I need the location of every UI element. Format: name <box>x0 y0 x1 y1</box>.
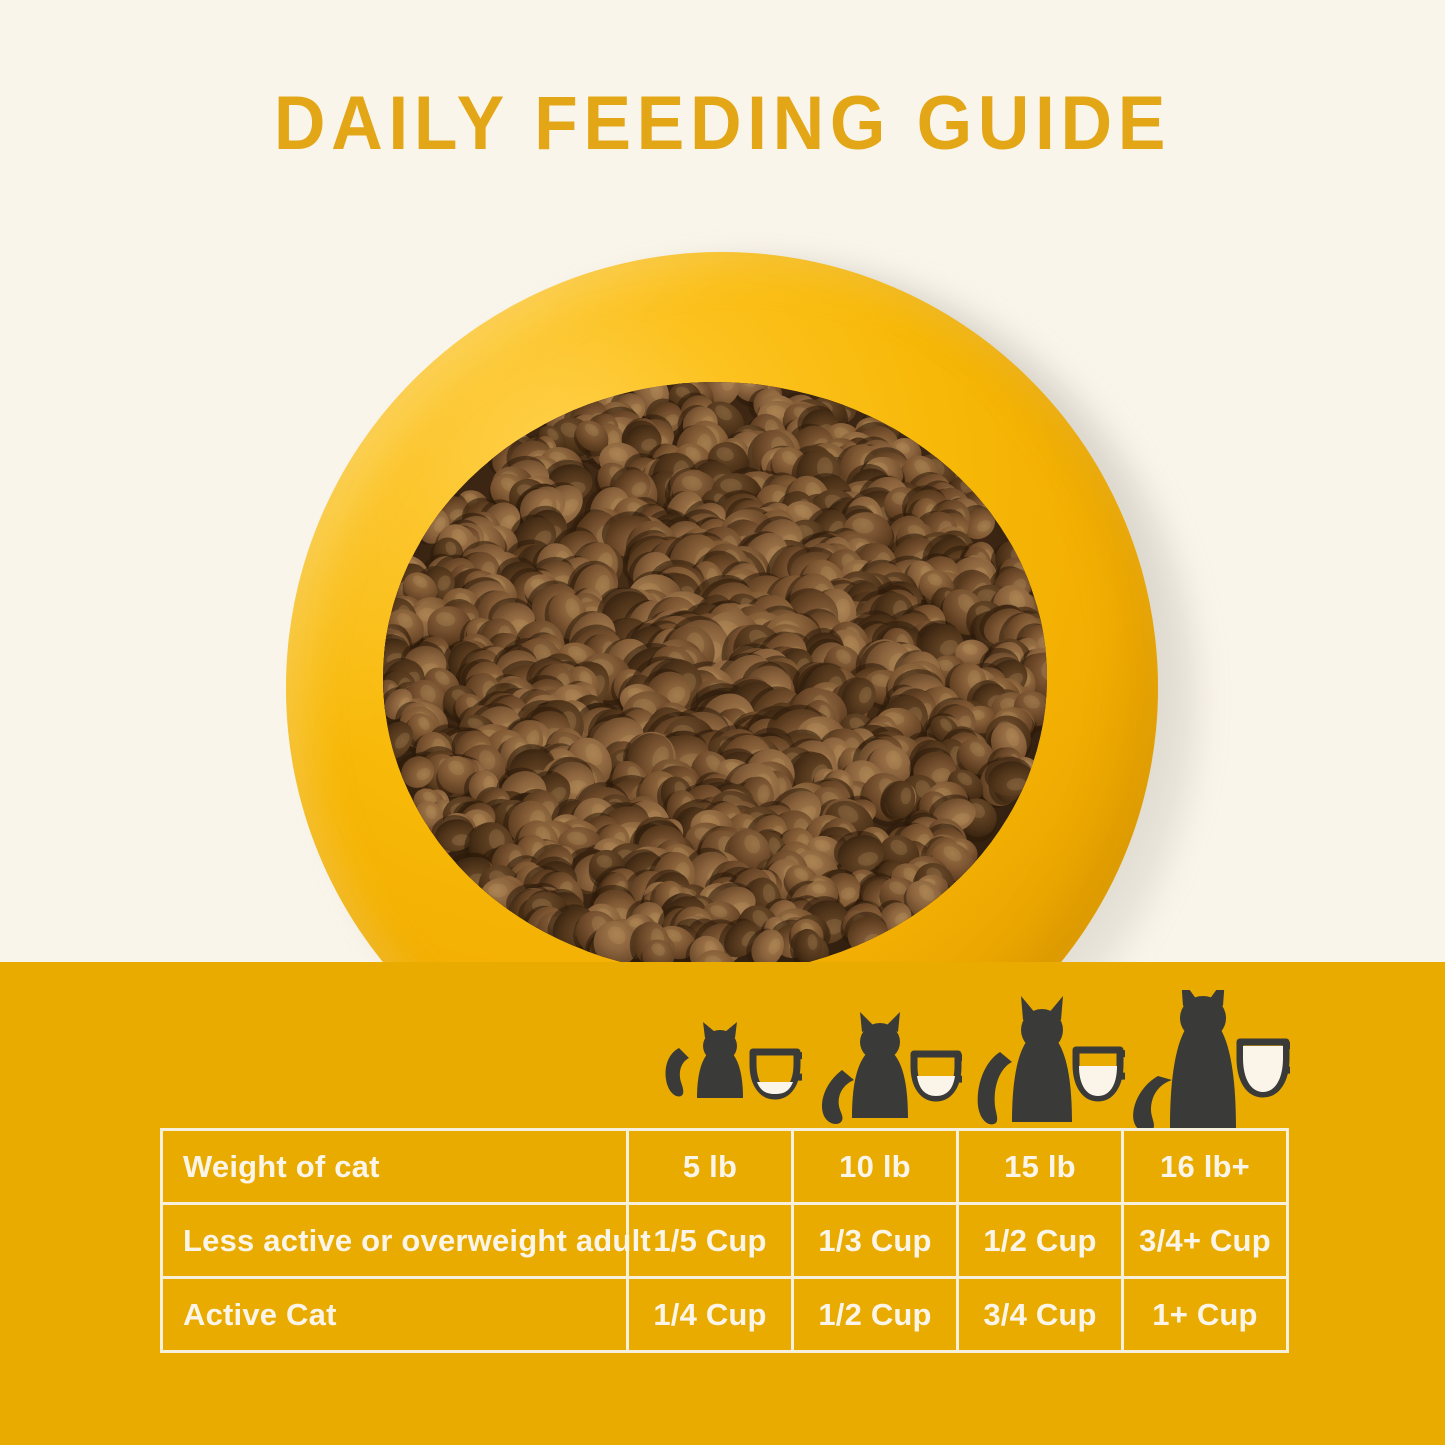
cup-icon <box>910 1050 962 1102</box>
icon-cell-10lb <box>812 990 962 1130</box>
row-label-weight: Weight of cat <box>160 1128 629 1205</box>
cell-active-15lb: 3/4 Cup <box>956 1276 1124 1353</box>
cat-size-icon-row <box>625 990 1290 1130</box>
cell-lessactive-5lb: 1/5 Cup <box>626 1202 794 1279</box>
feeding-table: Weight of cat 5 lb 10 lb 15 lb 16 lb+ Le… <box>160 1128 1289 1353</box>
row-label-active-cat: Active Cat <box>160 1276 629 1353</box>
row-label-less-active: Less active or overweight adult <box>160 1202 651 1279</box>
table-row: Less active or overweight adult 1/5 Cup … <box>160 1202 1289 1279</box>
cup-icon <box>1072 1046 1125 1102</box>
cell-lessactive-16lbplus: 3/4+ Cup <box>1121 1202 1289 1279</box>
cat-silhouette-icon <box>665 1022 743 1098</box>
table-row: Weight of cat 5 lb 10 lb 15 lb 16 lb+ <box>160 1128 1289 1205</box>
cell-weight-16lbplus: 16 lb+ <box>1121 1128 1289 1205</box>
cell-active-10lb: 1/2 Cup <box>791 1276 959 1353</box>
hero-panel: DAILY FEEDING GUIDE <box>273 81 1198 962</box>
cat-silhouette-icon <box>977 996 1072 1125</box>
cell-lessactive-10lb: 1/3 Cup <box>791 1202 959 1279</box>
cell-active-16lbplus: 1+ Cup <box>1121 1276 1289 1353</box>
cell-weight-15lb: 15 lb <box>956 1128 1124 1205</box>
page-title: DAILY FEEDING GUIDE <box>273 81 1172 166</box>
icon-cell-5lb <box>657 990 802 1130</box>
cell-weight-5lb: 5 lb <box>626 1128 794 1205</box>
cell-lessactive-15lb: 1/2 Cup <box>956 1202 1124 1279</box>
cup-icon <box>1236 1038 1290 1098</box>
icon-cell-15lb <box>970 990 1125 1130</box>
cup-icon <box>749 1048 802 1100</box>
feeding-table-panel: Weight of cat 5 lb 10 lb 15 lb 16 lb+ Le… <box>0 962 1445 1445</box>
cat-silhouette-icon <box>822 1012 908 1124</box>
kibble-mound <box>370 378 1060 962</box>
table-row: Active Cat 1/4 Cup 1/2 Cup 3/4 Cup 1+ Cu… <box>160 1276 1289 1353</box>
cat-silhouette-icon <box>1133 990 1236 1130</box>
icon-cell-16lbplus <box>1130 990 1290 1130</box>
cell-weight-10lb: 10 lb <box>791 1128 959 1205</box>
cell-active-5lb: 1/4 Cup <box>626 1276 794 1353</box>
